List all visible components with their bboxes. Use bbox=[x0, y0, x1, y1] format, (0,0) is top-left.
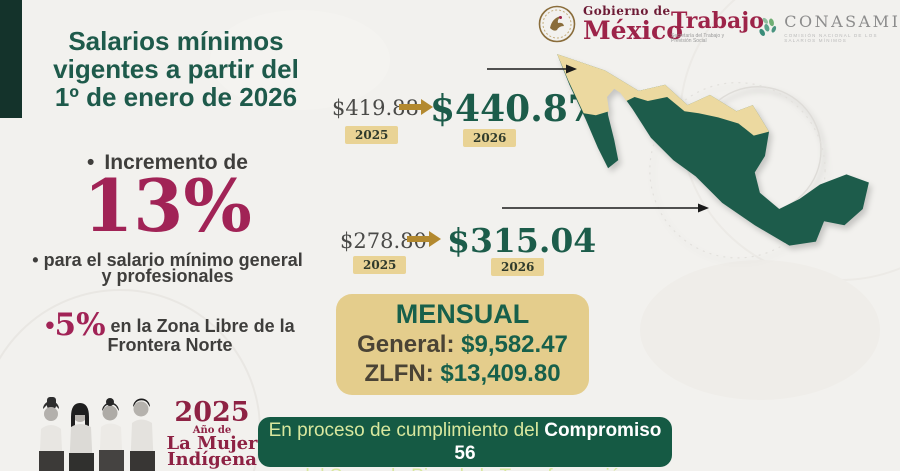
gobierno-mexico-logo: Gobierno de México bbox=[537, 4, 683, 44]
increment-scope: • para el salario mínimo general y profe… bbox=[0, 250, 335, 286]
conasami-logo-subtext: COMISIÓN NACIONAL DE LOS SALARIOS MÍNIMO… bbox=[784, 33, 878, 43]
monthly-title: MENSUAL bbox=[395, 299, 530, 329]
monthly-general-line: General: $9,582.47 bbox=[336, 330, 589, 359]
gobierno-logo-text: Gobierno de México bbox=[583, 5, 683, 43]
trabajo-logo-name: Trabajo bbox=[671, 8, 764, 34]
gobierno-logo-name: México bbox=[583, 16, 683, 45]
monthly-general-value: $9,582.47 bbox=[461, 331, 568, 358]
campaign-year: 2025 bbox=[174, 397, 250, 428]
title-line-3: 1º de enero de 2026 bbox=[54, 82, 298, 112]
year-badge-2025: 2025 bbox=[345, 126, 399, 144]
left-accent-bar bbox=[0, 0, 22, 118]
general-region bbox=[557, 54, 869, 246]
compromiso-banner: En proceso de cumplimiento del Compromis… bbox=[258, 417, 672, 471]
gold-arrow-icon bbox=[407, 231, 441, 247]
banner-line-1-bold: Compromiso 56 bbox=[454, 420, 662, 464]
campaign-name-line-1: La Mujer bbox=[166, 433, 258, 454]
campaign-2025-block: 2025 Año de La Mujer Indígena bbox=[166, 397, 258, 470]
banner-line-2: del Segundo Piso de la Transformación bbox=[299, 466, 631, 471]
title-line-1: Salarios mínimos bbox=[68, 26, 284, 56]
monthly-zlfn-label: ZLFN: bbox=[364, 360, 434, 387]
indigenous-women-photo bbox=[39, 397, 155, 471]
bullet-icon: • bbox=[87, 151, 95, 174]
map-deco-circle-dashed bbox=[649, 82, 826, 259]
mexico-map bbox=[549, 46, 875, 262]
trabajo-logo-subtext: Secretaría del Trabajo y Previsión Socia… bbox=[671, 33, 725, 44]
eagle-seal-icon bbox=[538, 5, 576, 43]
general-new-wage: $315.04 bbox=[447, 221, 597, 260]
title-line-2: vigentes a partir del bbox=[53, 54, 299, 84]
zlfn-new-wage: $440.87 bbox=[430, 88, 593, 130]
increment-label-text: Incremento de bbox=[104, 151, 248, 174]
trabajo-logo: Trabajo Secretaría del Trabajo y Previsi… bbox=[671, 10, 764, 44]
zlfn-region bbox=[557, 54, 770, 136]
monthly-zlfn-value: $13,409.80 bbox=[440, 360, 561, 387]
conasami-leaves-icon bbox=[759, 17, 777, 36]
monthly-wage-panel: MENSUAL General: $9,582.47 ZLFN: $13,409… bbox=[336, 294, 589, 395]
gold-arrow-icon bbox=[399, 99, 433, 115]
zlfn-percentage: 5% bbox=[54, 307, 106, 343]
banner-line-1-prefix: En proceso de cumplimiento del bbox=[268, 420, 545, 441]
conasami-logo: CONASAMI COMISIÓN NACIONAL DE LOS SALARI… bbox=[756, 12, 900, 43]
year-badge-2025: 2025 bbox=[353, 256, 407, 274]
conasami-logo-name: CONASAMI bbox=[784, 12, 900, 31]
increment-scope-line-1: para el salario mínimo general bbox=[43, 250, 303, 270]
zlfn-note-line-2: Frontera Norte bbox=[107, 335, 233, 355]
campaign-name-line-2: Indígena bbox=[167, 449, 257, 470]
page-title: Salarios mínimos vigentes a partir del 1… bbox=[28, 27, 324, 111]
conasami-logo-text: CONASAMI COMISIÓN NACIONAL DE LOS SALARI… bbox=[784, 12, 900, 43]
increment-label: • Incremento de bbox=[0, 151, 335, 175]
monthly-zlfn-line: ZLFN: $13,409.80 bbox=[336, 359, 589, 388]
gobierno-logo-top: Gobierno de bbox=[583, 4, 671, 18]
zlfn-note-line-1: en la Zona Libre de la bbox=[110, 316, 295, 336]
campaign-subtitle: Año de bbox=[192, 425, 232, 436]
increment-percentage: 13% bbox=[83, 163, 252, 248]
monthly-general-label: General: bbox=[357, 331, 455, 358]
bullet-icon: • bbox=[45, 310, 55, 340]
increment-scope-line-2: y profesionales bbox=[101, 266, 234, 286]
year-badge-2026: 2026 bbox=[491, 258, 545, 276]
bullet-icon: • bbox=[32, 250, 39, 270]
year-badge-2026: 2026 bbox=[463, 129, 517, 147]
zlfn-increase-note: •5% en la Zona Libre de la Frontera Nort… bbox=[10, 310, 330, 355]
